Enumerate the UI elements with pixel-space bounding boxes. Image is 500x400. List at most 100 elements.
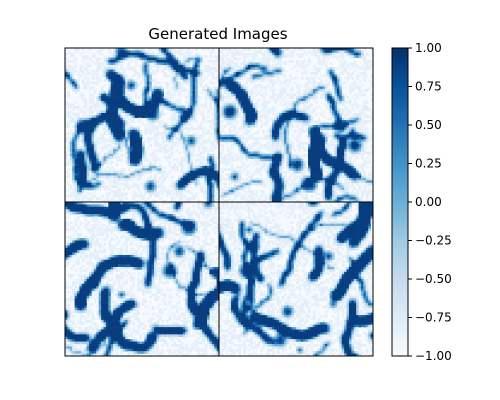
pixel-cell: [149, 52, 152, 56]
pixel-cell: [185, 137, 189, 140]
pixel-cell: [298, 64, 302, 68]
pixel-cell: [192, 149, 196, 152]
pixel-cell: [271, 93, 275, 97]
pixel-cell: [214, 100, 217, 104]
pixel-cell: [127, 52, 131, 56]
pixel-cell: [108, 91, 112, 95]
pixel-cell: [353, 139, 357, 143]
pixel-cell: [190, 192, 193, 196]
pixel-cell: [327, 146, 330, 150]
pixel-cell: [310, 129, 314, 133]
pixel-cell: [67, 120, 71, 123]
pixel-cell: [101, 122, 104, 126]
pixel-cell: [197, 199, 201, 203]
pixel-cell: [298, 137, 302, 140]
pixel-cell: [173, 132, 176, 135]
pixel-cell: [115, 120, 119, 123]
pixel-cell: [351, 127, 355, 131]
pixel-cell: [358, 127, 362, 131]
pixel-cell: [154, 182, 157, 186]
pixel-cell: [312, 93, 316, 97]
pixel-cell: [163, 52, 167, 56]
pixel-cell: [96, 156, 99, 159]
pixel-cell: [233, 72, 237, 75]
pixel-cell: [105, 108, 109, 111]
pixel-cell: [182, 151, 186, 155]
pixel-cell: [356, 144, 359, 147]
pixel-cell: [93, 105, 97, 109]
pixel-cell: [93, 132, 97, 135]
pixel-cell: [308, 93, 311, 97]
pixel-cell: [117, 88, 121, 92]
pixel-cell: [243, 144, 246, 147]
pixel-cell: [170, 180, 174, 184]
pixel-cell: [197, 74, 201, 78]
pixel-cell: [370, 52, 374, 56]
pixel-cell: [257, 137, 261, 140]
pixel-cell: [312, 98, 316, 102]
pixel-cell: [341, 103, 345, 107]
pixel-cell: [96, 197, 99, 200]
pixel-cell: [81, 132, 85, 135]
pixel-cell: [288, 88, 292, 92]
pixel-cell: [324, 86, 328, 90]
pixel-cell: [122, 182, 126, 186]
pixel-cell: [67, 194, 71, 198]
pixel-cell: [132, 158, 136, 162]
pixel-cell: [69, 194, 73, 198]
pixel-cell: [286, 115, 290, 119]
pixel-cell: [156, 156, 160, 159]
pixel-cell: [154, 103, 157, 107]
pixel-cell: [154, 86, 157, 90]
pixel-cell: [132, 88, 136, 92]
pixel-cell: [185, 177, 189, 181]
pixel-cell: [178, 112, 181, 116]
pixel-cell: [103, 79, 107, 82]
pixel-cell: [194, 103, 198, 107]
pixel-cell: [231, 79, 234, 82]
pixel-cell: [168, 100, 172, 104]
pixel-cell: [127, 122, 131, 126]
pixel-cell: [329, 50, 333, 54]
pixel-cell: [192, 79, 196, 82]
pixel-cell: [187, 137, 191, 140]
pixel-cell: [209, 108, 213, 111]
pixel-cell: [108, 175, 112, 179]
pixel-cell: [317, 81, 321, 85]
pixel-cell: [257, 149, 261, 152]
pixel-cell: [360, 146, 364, 150]
pixel-cell: [125, 108, 128, 111]
pixel-cell: [187, 168, 191, 172]
pixel-cell: [262, 100, 266, 104]
pixel-cell: [240, 151, 244, 155]
pixel-cell: [161, 187, 164, 191]
pixel-cell: [245, 117, 249, 121]
pixel-cell: [209, 180, 213, 184]
pixel-cell: [98, 76, 102, 80]
pixel-cell: [72, 177, 75, 181]
pixel-cell: [317, 48, 321, 51]
pixel-cell: [211, 67, 215, 70]
pixel-cell: [209, 161, 213, 164]
pixel-cell: [226, 117, 229, 121]
pixel-cell: [115, 158, 119, 162]
pixel-cell: [180, 185, 184, 188]
pixel-cell: [103, 170, 107, 174]
pixel-cell: [69, 151, 73, 155]
pixel-cell: [257, 91, 261, 95]
pixel-cell: [96, 127, 99, 131]
pixel-cell: [296, 139, 299, 143]
pixel-cell: [91, 98, 95, 102]
pixel-cell: [182, 149, 186, 152]
pixel-cell: [221, 52, 225, 56]
pixel-cell: [233, 57, 237, 61]
pixel-cell: [305, 120, 309, 123]
pixel-cell: [154, 93, 157, 97]
pixel-cell: [84, 127, 87, 131]
pixel-cell: [226, 149, 229, 152]
pixel-cell: [134, 173, 138, 176]
pixel-cell: [178, 132, 181, 135]
pixel-cell: [204, 192, 208, 196]
pixel-cell: [283, 74, 287, 78]
pixel-cell: [156, 110, 160, 114]
